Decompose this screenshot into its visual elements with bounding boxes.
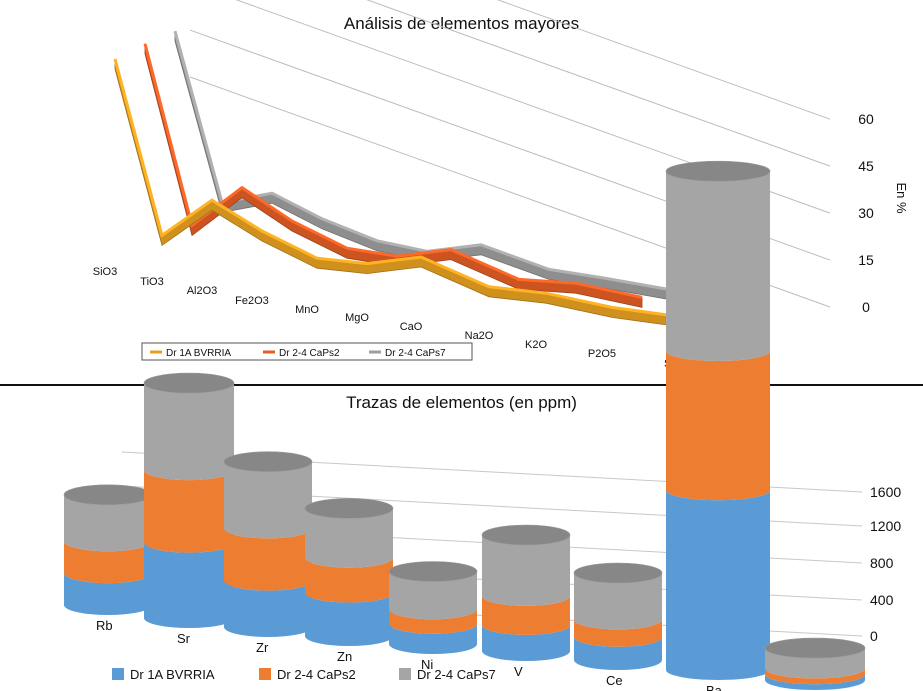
legend-label: Dr 1A BVRRIA <box>130 667 215 682</box>
cylinder-segment-2 <box>482 595 570 635</box>
legend-label: Dr 2-4 CaPs7 <box>417 667 496 682</box>
cylinder-segment-1 <box>224 580 312 637</box>
category-label: TiO3 <box>140 276 163 288</box>
category-label: Ni <box>421 657 433 672</box>
legend-label: Dr 2-4 CaPs2 <box>279 348 340 359</box>
cylinder-segment-2 <box>389 609 477 634</box>
category-label: Zn <box>337 649 352 664</box>
category-label: BaO <box>741 367 763 379</box>
bar-stack-Zn <box>304 498 394 646</box>
cylinder-top <box>304 498 394 519</box>
y-tick-label: 45 <box>858 158 874 174</box>
chart-title-traces: Trazas de elementos (en ppm) <box>346 393 577 412</box>
cylinder-segment-2 <box>574 619 662 647</box>
y-tick-label: 400 <box>870 592 894 608</box>
category-label: SO3 <box>664 358 686 370</box>
gridline <box>235 0 831 214</box>
cylinder-segment-3 <box>765 648 865 679</box>
cylinder-segment-2 <box>305 557 393 603</box>
major-elements-chart: 60 45 30 15 0 En % SiO3 TiO3 Al2O3 Fe2O3 MnO MgO C… <box>93 0 909 379</box>
legend-label: Dr 2-4 CaPs2 <box>277 667 356 682</box>
cylinder-top <box>481 524 571 546</box>
y-tick-label: 15 <box>858 252 874 268</box>
y-tick-label: 0 <box>870 628 878 644</box>
cylinder-segment-3 <box>305 508 393 568</box>
legend-swatch <box>112 668 124 680</box>
cylinder-segment-2 <box>224 528 312 591</box>
cylinder-segment-1 <box>482 624 570 661</box>
cylinder-top <box>388 561 478 582</box>
gridline <box>121 451 863 493</box>
cylinder-segment-3 <box>574 573 662 630</box>
category-label: V <box>514 664 523 679</box>
category-label: Fe2O3 <box>235 295 269 307</box>
bar-stack-V <box>481 524 571 661</box>
category-label: Ce <box>606 673 623 688</box>
cylinder-segment-3 <box>224 461 312 539</box>
cylinder-top <box>63 484 153 506</box>
bar-stack-Zr <box>223 451 313 637</box>
category-label: MgO <box>345 312 369 324</box>
y-tick-label: 30 <box>858 205 874 221</box>
y-tick-label: 800 <box>870 555 894 571</box>
bar-stack-Ce <box>573 562 663 670</box>
cylinder-top <box>223 451 313 473</box>
cylinder-top <box>573 562 663 584</box>
cylinder-segment-1 <box>144 542 234 628</box>
category-label: Sr <box>177 631 191 646</box>
cylinder-segment-1 <box>666 490 770 680</box>
category-label: Rb <box>96 618 113 633</box>
legend-swatch <box>259 668 271 680</box>
divider-line <box>0 384 923 386</box>
cylinder-segment-2 <box>765 668 865 685</box>
gridline <box>189 76 831 308</box>
gridline <box>366 0 831 167</box>
bar-stack-Rb <box>63 484 153 615</box>
bar-stack-La <box>764 637 866 690</box>
y-tick-label: 0 <box>862 299 870 315</box>
gridline <box>121 485 863 527</box>
cylinder-segment-1 <box>574 636 662 670</box>
cylinder-segment-3 <box>482 535 570 606</box>
category-label: Zr <box>256 640 269 655</box>
cylinder-segment-3 <box>64 494 152 552</box>
cylinder-segment-1 <box>765 674 865 690</box>
category-label: Ba <box>706 683 723 691</box>
y-tick-label: 1600 <box>870 484 901 500</box>
series-ribbon-highlight <box>113 58 763 331</box>
category-label: Al2O3 <box>187 285 218 297</box>
cylinder-segment-2 <box>144 470 234 553</box>
gridline <box>496 0 831 120</box>
legend-label: Dr 1A BVRRIA <box>166 348 231 359</box>
gridline <box>121 595 863 637</box>
category-label: CaO <box>400 321 423 333</box>
y-axis-label: En % <box>894 182 909 214</box>
gridline <box>121 522 863 564</box>
category-label: K2O <box>525 339 547 351</box>
cylinder-segment-3 <box>389 571 477 620</box>
category-label: SiO3 <box>93 266 117 278</box>
cylinder-segment-2 <box>64 541 152 584</box>
chart-title-majors: Análisis de elementos mayores <box>343 14 580 33</box>
cylinder-top <box>764 637 866 659</box>
cylinder-segment-1 <box>64 573 152 615</box>
legend-swatch <box>399 668 411 680</box>
y-tick-label: 1200 <box>870 518 901 534</box>
legend-box <box>141 342 473 361</box>
cylinder-segment-1 <box>389 623 477 654</box>
cylinder-segment-1 <box>305 592 393 646</box>
category-label: P2O5 <box>588 348 616 360</box>
category-label: Na2O <box>465 330 494 342</box>
category-label: MnO <box>295 304 319 316</box>
legend-label: Dr 2-4 CaPs7 <box>385 348 446 359</box>
y-tick-label: 60 <box>858 111 874 127</box>
gridline <box>121 559 863 601</box>
bar-stack-Ni <box>388 561 478 654</box>
